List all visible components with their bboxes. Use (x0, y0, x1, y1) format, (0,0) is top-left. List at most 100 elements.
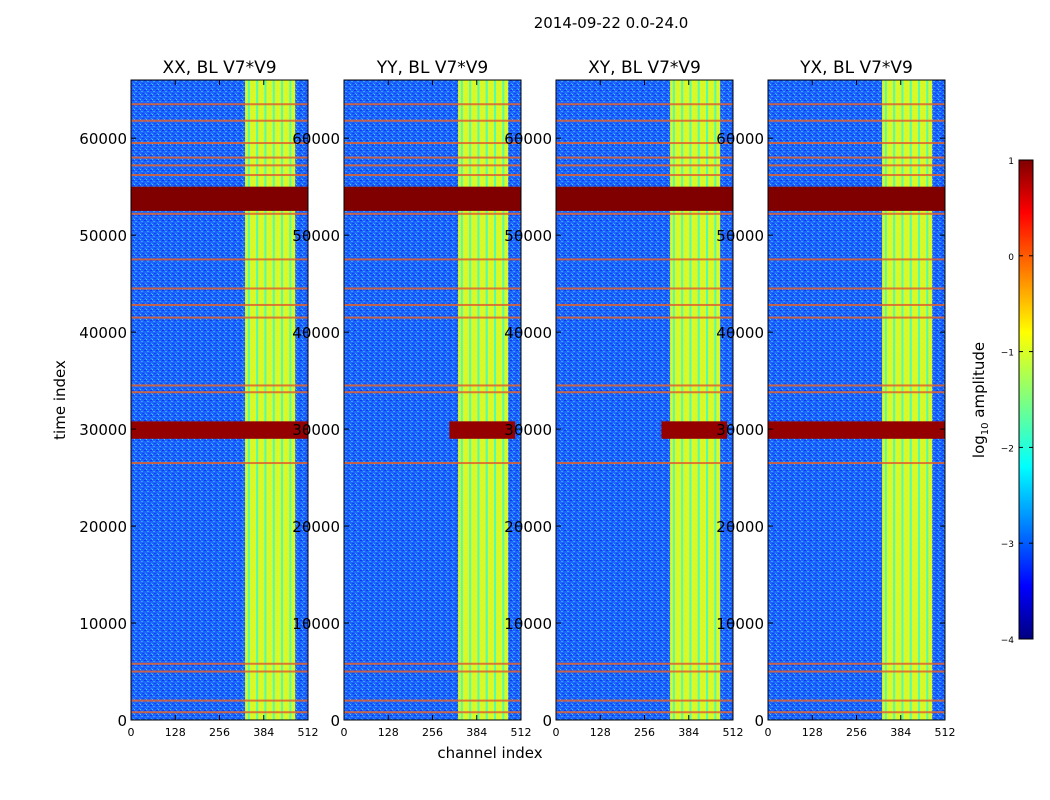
x-tick-label: 512 (298, 726, 319, 739)
flagged-row (768, 103, 945, 106)
x-tick-label: 384 (890, 726, 911, 739)
flagged-row (768, 156, 945, 159)
rfi-stripe (918, 80, 921, 720)
flagged-row (131, 462, 308, 465)
saturated-band (556, 186, 733, 211)
y-tick-label: 60000 (716, 130, 764, 148)
flagged-row (556, 699, 733, 702)
rfi-stripe (281, 80, 284, 720)
flagged-row (556, 670, 733, 673)
colorbar-tick-label: 1 (1008, 157, 1014, 167)
y-tick-label: 10000 (716, 615, 764, 633)
rfi-stripe (697, 80, 700, 720)
y-tick-label: 60000 (292, 130, 340, 148)
y-tick-label: 0 (754, 712, 764, 730)
y-tick-label: 10000 (292, 615, 340, 633)
flagged-row (131, 303, 308, 306)
rfi-stripe (901, 80, 904, 720)
flagged-row (556, 316, 733, 319)
colorbar-tick-label: −3 (1001, 540, 1014, 550)
y-tick-label: 40000 (79, 324, 127, 342)
flagged-row (344, 164, 521, 167)
flagged-row (131, 212, 308, 215)
flagged-row (768, 164, 945, 167)
flagged-row (131, 174, 308, 177)
flagged-row (768, 174, 945, 177)
x-axis-label: channel index (437, 744, 542, 762)
flagged-row (768, 287, 945, 290)
flagged-row (344, 670, 521, 673)
flagged-row (556, 384, 733, 387)
colorbar-gradient (1018, 159, 1034, 640)
x-tick-label: 0 (553, 726, 560, 739)
flare-band (768, 421, 945, 439)
y-tick-label: 0 (542, 712, 552, 730)
flagged-row (344, 174, 521, 177)
flagged-row (131, 699, 308, 702)
x-tick-label: 128 (590, 726, 611, 739)
y-tick-label: 20000 (716, 518, 764, 536)
colorbar-tick-label: 0 (1008, 253, 1014, 263)
y-tick-label: 40000 (292, 324, 340, 342)
saturated-band (768, 186, 945, 211)
flagged-row (344, 391, 521, 394)
y-tick-label: 40000 (716, 324, 764, 342)
x-tick-label: 256 (634, 726, 655, 739)
rfi-stripe (502, 80, 505, 720)
flagged-row (344, 287, 521, 290)
flagged-row (344, 156, 521, 159)
y-tick-label: 60000 (504, 130, 552, 148)
flagged-row (768, 258, 945, 261)
panel-4: YX, BL V7*V9 0 128 256 384 512 0 10000 20000 3000… (716, 58, 955, 739)
rfi-stripe (672, 80, 675, 720)
y-tick-label: 20000 (292, 518, 340, 536)
flagged-row (556, 462, 733, 465)
flagged-row (556, 103, 733, 106)
flagged-row (768, 699, 945, 702)
panel-3: XY, BL V7*V9 0 128 256 384 512 0 10000 20000 3000… (504, 58, 743, 739)
flagged-row (556, 303, 733, 306)
flagged-row (768, 662, 945, 665)
flagged-row (768, 384, 945, 387)
panels: XX, BL V7*V9 0 128 256 384 512 0 10000 20000 3000… (79, 58, 955, 739)
y-axis-label: time index (51, 360, 69, 440)
rfi-stripe (494, 80, 497, 720)
flagged-row (131, 156, 308, 159)
y-tick-label: 30000 (79, 421, 127, 439)
panel-1: XX, BL V7*V9 0 128 256 384 512 0 10000 20000 3000… (79, 58, 318, 739)
y-tick-label: 10000 (79, 615, 127, 633)
colorbar-ticks: 1 0 −1 −2 −3 −4 (1001, 157, 1033, 646)
colorbar-tick-label: −1 (1001, 349, 1014, 359)
flagged-row (768, 303, 945, 306)
y-tick-label: 50000 (716, 227, 764, 245)
flagged-row (344, 103, 521, 106)
flagged-row (768, 119, 945, 122)
rfi-stripe (893, 80, 896, 720)
x-tick-label: 256 (422, 726, 443, 739)
x-tick-label: 384 (466, 726, 487, 739)
x-tick-label: 128 (378, 726, 399, 739)
flagged-row (344, 384, 521, 387)
flagged-row (556, 287, 733, 290)
rfi-stripe (289, 80, 292, 720)
y-tick-label: 60000 (79, 130, 127, 148)
flagged-row (556, 142, 733, 145)
flagged-row (131, 119, 308, 122)
y-tick-label: 20000 (504, 518, 552, 536)
x-tick-label: 512 (935, 726, 956, 739)
y-tick-label: 40000 (504, 324, 552, 342)
panel-2: YY, BL V7*V9 0 128 256 384 512 0 10000 20000 3000… (292, 58, 531, 739)
flagged-row (344, 119, 521, 122)
panel-title: YY, BL V7*V9 (376, 58, 489, 78)
y-tick-label: 30000 (292, 421, 340, 439)
rfi-stripe (689, 80, 692, 720)
flagged-row (768, 670, 945, 673)
y-tick-label: 30000 (504, 421, 552, 439)
flagged-row (131, 384, 308, 387)
saturated-band (344, 186, 521, 211)
rfi-stripe (247, 80, 250, 720)
flagged-row (131, 316, 308, 319)
flagged-row (131, 142, 308, 145)
rfi-stripe (681, 80, 684, 720)
